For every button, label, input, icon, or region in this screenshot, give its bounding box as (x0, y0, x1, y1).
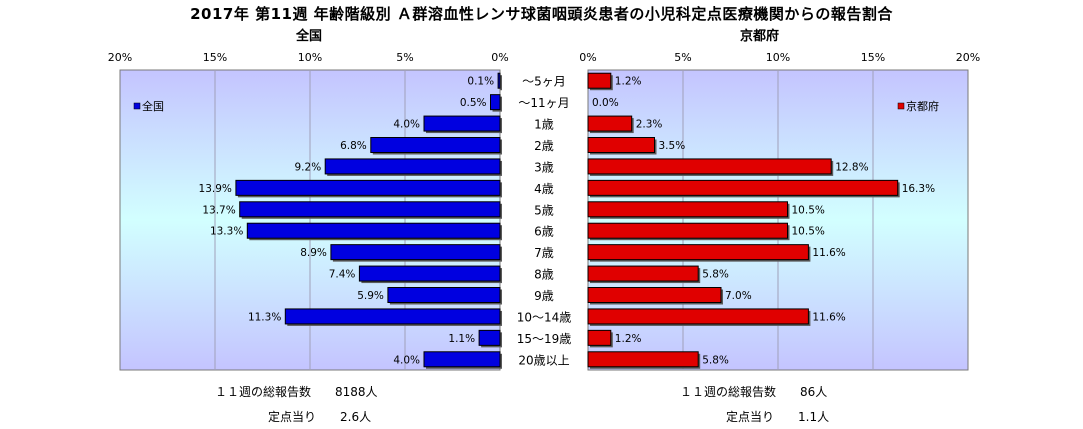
national-legend-label: 全国 (142, 99, 164, 113)
national-data-label: 1.1% (448, 333, 475, 345)
kyoto-bar (587, 222, 788, 239)
kyoto-bar (587, 265, 699, 282)
kyoto-tick-label: 15% (861, 51, 885, 64)
chart-title: 2017年 第11週 年齢階級別 Ａ群溶血性レンサ球菌咽頭炎患者の小児科定点医療… (190, 5, 893, 23)
kyoto-total-reports: １１週の総報告数 86人 (680, 385, 828, 399)
kyoto-bar (587, 287, 722, 303)
national-bar (235, 179, 501, 196)
national-tick-label: 0% (491, 51, 508, 64)
national-data-label: 6.8% (340, 140, 367, 152)
kyoto-data-label: 5.8% (702, 354, 729, 366)
national-bar (423, 351, 501, 368)
kyoto-data-label: 16.3% (902, 183, 935, 195)
kyoto-bar (587, 158, 832, 175)
national-tick-label: 10% (298, 51, 322, 64)
kyoto-tick-label: 5% (674, 51, 691, 64)
age-category-label: ～11ヶ月 (518, 96, 569, 110)
national-data-label: 11.3% (248, 311, 281, 323)
national-panel-title: 全国 (296, 29, 323, 44)
kyoto-data-label: 2.3% (636, 119, 663, 131)
kyoto-bar (587, 137, 655, 153)
national-bar-shadow (500, 75, 502, 91)
national-data-label: 4.0% (393, 354, 420, 366)
national-bar (478, 329, 501, 346)
kyoto-bar (587, 201, 788, 218)
national-bar (358, 265, 501, 282)
kyoto-bar (587, 244, 809, 261)
age-category-label: 9歳 (534, 289, 554, 303)
national-data-label: 13.3% (210, 226, 243, 238)
kyoto-data-label: 12.8% (835, 161, 868, 173)
kyoto-data-label: 10.5% (792, 226, 825, 238)
age-category-label: 1歳 (534, 118, 554, 132)
national-bar (497, 72, 501, 89)
age-category-label: ～5ヶ月 (522, 75, 566, 89)
national-data-label: 13.9% (199, 183, 232, 195)
national-bar (387, 287, 501, 303)
kyoto-data-label: 1.2% (615, 333, 642, 345)
kyoto-panel-title: 京都府 (740, 29, 780, 44)
national-data-label: 9.2% (295, 161, 322, 173)
national-tick-label: 20% (108, 51, 132, 64)
kyoto-data-label: 5.8% (702, 269, 729, 281)
age-category-label: 7歳 (534, 246, 554, 260)
national-per-site: 定点当り 2.6人 (268, 410, 372, 424)
national-data-label: 0.5% (460, 97, 487, 109)
age-category-label: 3歳 (534, 160, 554, 174)
kyoto-data-label: 1.2% (615, 76, 642, 88)
national-data-label: 4.0% (393, 119, 420, 131)
kyoto-legend-label: 京都府 (906, 99, 939, 113)
age-category-label: 6歳 (534, 225, 554, 239)
national-bar (284, 308, 501, 325)
national-tick-label: 5% (396, 51, 413, 64)
kyoto-bar (587, 308, 809, 325)
age-category-label: 5歳 (534, 203, 554, 217)
age-category-label: 20歳以上 (518, 353, 569, 367)
age-category-label: 8歳 (534, 268, 554, 282)
kyoto-bar (587, 179, 899, 196)
kyoto-data-label: 0.0% (592, 97, 619, 109)
kyoto-legend-swatch (897, 102, 905, 110)
national-bar (324, 158, 501, 175)
national-bar (239, 201, 501, 218)
kyoto-data-label: 7.0% (725, 290, 752, 302)
national-data-label: 5.9% (357, 290, 384, 302)
kyoto-data-label: 10.5% (792, 204, 825, 216)
national-total-reports: １１週の総報告数 8188人 (215, 385, 378, 399)
kyoto-tick-label: 10% (766, 51, 790, 64)
kyoto-bar (587, 351, 699, 368)
kyoto-bar (587, 72, 612, 89)
national-bar (490, 94, 501, 111)
kyoto-data-label: 11.6% (812, 247, 845, 259)
national-tick-label: 15% (203, 51, 227, 64)
national-bar (423, 115, 501, 132)
national-bar (330, 244, 501, 261)
age-category-label: 4歳 (534, 182, 554, 196)
national-bar (246, 222, 501, 239)
kyoto-bar (587, 115, 633, 132)
kyoto-per-site: 定点当り 1.1人 (726, 410, 830, 424)
national-data-label: 7.4% (329, 269, 356, 281)
kyoto-bar (587, 329, 612, 346)
kyoto-data-label: 3.5% (659, 140, 686, 152)
national-data-label: 13.7% (202, 204, 235, 216)
national-bar (370, 137, 501, 153)
national-data-label: 0.1% (467, 76, 494, 88)
age-category-label: 2歳 (534, 139, 554, 153)
national-data-label: 8.9% (300, 247, 327, 259)
age-category-label: 10～14歳 (517, 310, 572, 324)
age-category-label: 15～19歳 (517, 332, 572, 346)
kyoto-tick-label: 0% (579, 51, 596, 64)
national-legend-swatch (133, 102, 141, 110)
kyoto-tick-label: 20% (956, 51, 980, 64)
kyoto-data-label: 11.6% (812, 311, 845, 323)
